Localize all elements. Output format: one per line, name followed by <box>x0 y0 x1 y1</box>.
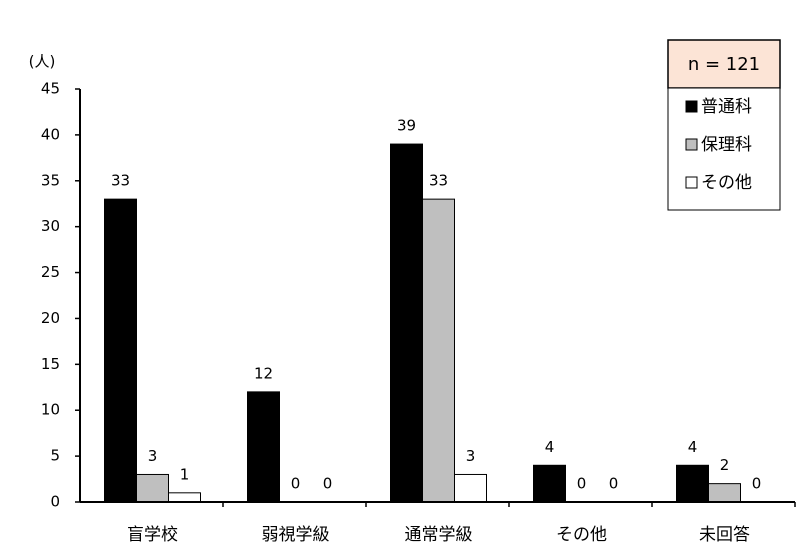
legend-label: 保理科 <box>701 135 752 155</box>
data-label: 33 <box>429 172 448 190</box>
annotation: n = 121 <box>688 54 760 75</box>
data-label: 4 <box>688 438 698 456</box>
data-label: 33 <box>111 172 130 190</box>
y-tick-label: 10 <box>41 401 60 419</box>
data-label: 39 <box>397 117 416 135</box>
y-tick-label: 45 <box>41 80 60 98</box>
bar <box>422 198 455 503</box>
bar <box>708 483 741 503</box>
data-label: 4 <box>545 438 555 456</box>
data-label: 2 <box>720 456 730 474</box>
legend-label: その他 <box>701 173 752 193</box>
x-tick-label: 弱視学級 <box>262 525 330 545</box>
legend-swatch <box>685 100 698 113</box>
bar <box>104 198 137 503</box>
data-label: 0 <box>609 475 619 493</box>
y-axis-label: (人) <box>29 53 56 71</box>
x-tick-label: 盲学校 <box>127 525 178 545</box>
bar <box>390 143 423 503</box>
data-label: 0 <box>577 475 587 493</box>
x-tick-label: その他 <box>556 525 607 545</box>
data-label: 0 <box>323 475 333 493</box>
x-tick-label: 未回答 <box>699 525 750 545</box>
bar <box>168 492 201 503</box>
data-label: 0 <box>752 475 762 493</box>
legend-label: 普通科 <box>701 97 752 117</box>
data-label: 0 <box>291 475 301 493</box>
bar <box>533 464 566 503</box>
y-tick-label: 15 <box>41 355 60 373</box>
data-label: 3 <box>148 447 158 465</box>
y-tick-label: 40 <box>41 125 60 143</box>
bar <box>247 391 280 503</box>
y-tick-label: 25 <box>41 263 60 281</box>
bar <box>136 473 169 503</box>
y-tick-label: 30 <box>41 217 60 235</box>
legend-swatch <box>685 138 698 151</box>
y-tick-label: 0 <box>50 493 60 511</box>
data-label: 12 <box>254 364 273 382</box>
bar <box>454 473 487 503</box>
data-label: 3 <box>466 447 476 465</box>
y-tick-label: 20 <box>41 309 60 327</box>
x-tick-label: 通常学級 <box>405 525 473 545</box>
y-tick-label: 35 <box>41 171 60 189</box>
bar <box>676 464 709 503</box>
annotation-box <box>667 39 781 89</box>
legend-swatch <box>685 176 698 189</box>
y-tick-label: 5 <box>50 447 60 465</box>
data-label: 1 <box>180 465 190 483</box>
